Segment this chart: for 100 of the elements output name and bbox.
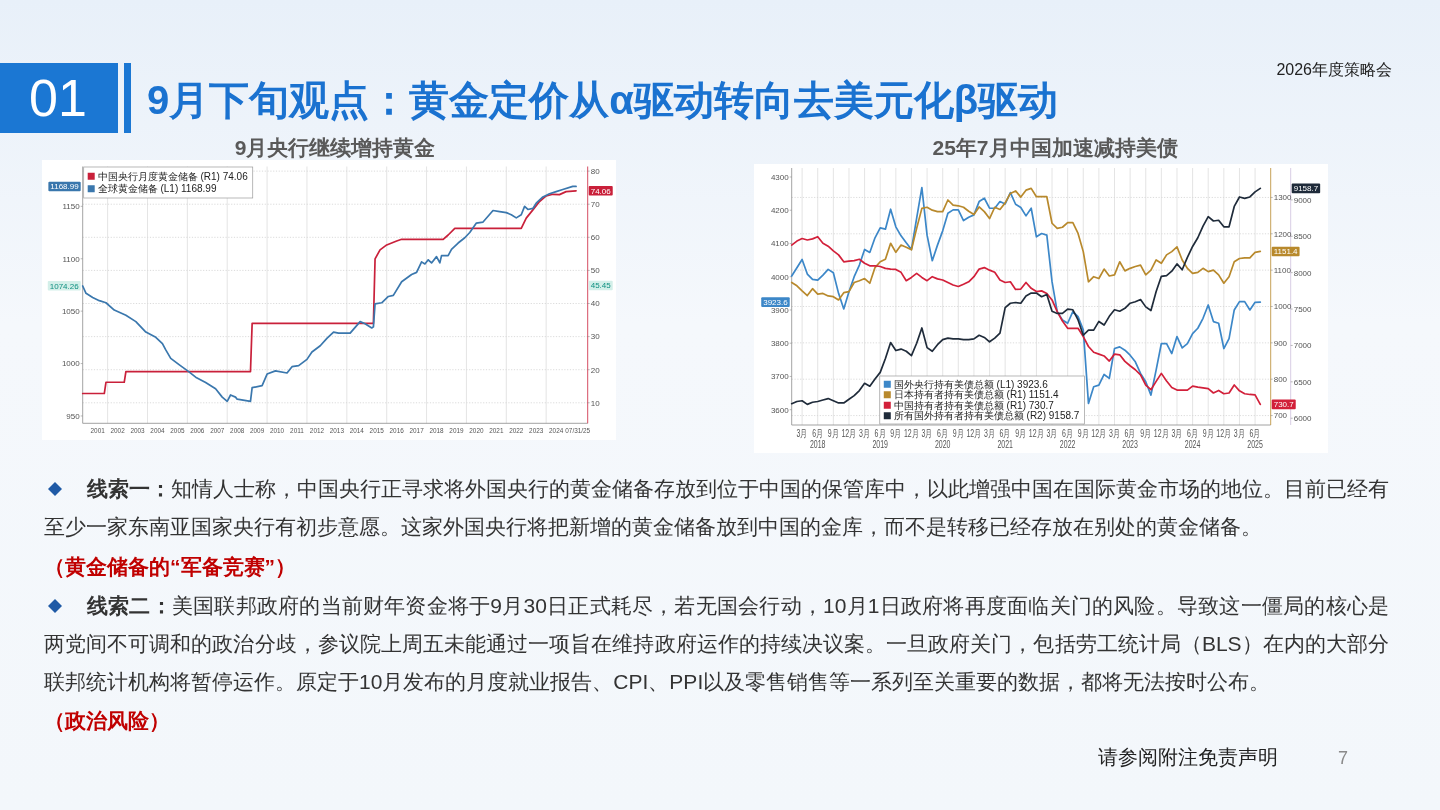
y-tick-label: 4200 bbox=[770, 206, 790, 216]
y3-tick-label: 8000 bbox=[1293, 268, 1313, 278]
y2-tick-label: 800 bbox=[1273, 375, 1288, 385]
y-tick-label: 1050 bbox=[61, 307, 81, 317]
y2-tick-label: 10 bbox=[590, 398, 601, 408]
x-tick-label: 2007 bbox=[210, 425, 225, 436]
y2-tick-label: 50 bbox=[590, 266, 601, 276]
y-tick-label: 1168.99 bbox=[50, 182, 80, 192]
y-tick-label: 3923.6 bbox=[763, 298, 789, 307]
x-tick-label: 3月 bbox=[983, 427, 996, 439]
y2-tick-label: 45.45 bbox=[590, 281, 612, 291]
y-tick-label: 4300 bbox=[770, 172, 790, 182]
y2-tick-label: 1100 bbox=[1273, 266, 1292, 276]
x-tick-label: 6月 2019 bbox=[872, 427, 889, 451]
x-tick-label: 2004 bbox=[150, 425, 165, 436]
y-tick-label: 1074.26 bbox=[49, 281, 80, 291]
x-tick-label: 9月 bbox=[890, 427, 902, 439]
x-tick-label: 12月 bbox=[1153, 427, 1169, 439]
y3-tick-label: 9000 bbox=[1293, 195, 1313, 205]
legend-label: 国外央行持有美债总额 (L1) 3923.6 bbox=[893, 378, 1049, 390]
text: 7 bbox=[1338, 748, 1349, 768]
x-tick-label: 9月 bbox=[1140, 427, 1152, 439]
text: （政治风险） bbox=[44, 709, 170, 732]
y2-tick-label: 1300 bbox=[1273, 193, 1293, 203]
x-tick-label: 3月 bbox=[1233, 427, 1246, 439]
x-tick-label: 9月 bbox=[952, 427, 964, 439]
y-tick-label: 3700 bbox=[770, 372, 790, 382]
x-tick-label: 2002 bbox=[110, 425, 125, 436]
y3-tick-label: 8500 bbox=[1293, 232, 1313, 242]
x-tick-label: 2006 bbox=[190, 425, 205, 436]
x-tick-label: 12月 bbox=[1216, 427, 1232, 439]
legend-label: 中国央行月度黄金储备 (R1) 74.06 bbox=[97, 170, 249, 182]
x-tick-label: 6月 2021 bbox=[997, 427, 1014, 451]
x-tick-label: 9月 bbox=[1077, 427, 1089, 439]
y2-tick-label: 20 bbox=[590, 365, 601, 375]
x-tick-label: 2014 bbox=[349, 425, 364, 436]
x-tick-label: 9月 bbox=[827, 427, 839, 439]
x-tick-label: 2013 bbox=[329, 425, 344, 436]
text: （黄金储备的“军备竞赛”） bbox=[44, 555, 296, 578]
x-tick-label: 2008 bbox=[230, 425, 245, 436]
x-tick-label: 2022 bbox=[509, 425, 524, 436]
x-tick-label: 2010 bbox=[269, 425, 285, 436]
y-tick-label: 4100 bbox=[770, 239, 790, 249]
y2-tick-label: 80 bbox=[590, 167, 601, 177]
x-tick-label: 6月 2023 bbox=[1122, 427, 1139, 451]
y2-tick-label: 30 bbox=[590, 332, 601, 342]
x-tick-label: 6月 2022 bbox=[1059, 427, 1076, 451]
y3-tick-label: 7000 bbox=[1293, 341, 1313, 351]
y2-tick-label: 74.06 bbox=[590, 186, 612, 196]
y2-tick-label: 900 bbox=[1273, 338, 1288, 348]
legend-label: 日本持有者持有美债总额 (R1) 1151.4 bbox=[893, 389, 1060, 401]
x-tick-label: 2024 bbox=[549, 425, 564, 436]
x-tick-label: 2019 bbox=[449, 425, 464, 436]
x-tick-label: 2005 bbox=[170, 425, 185, 436]
y-tick-label: 1150 bbox=[62, 202, 81, 212]
y2-tick-label: 1200 bbox=[1273, 229, 1293, 239]
x-tick-label: 3月 bbox=[921, 427, 933, 439]
x-tick-label: 12月 bbox=[1091, 427, 1107, 439]
y2-tick-label: 1000 bbox=[1273, 302, 1293, 312]
x-tick-label: 2011 bbox=[290, 425, 304, 436]
y-tick-label: 1000 bbox=[61, 359, 81, 369]
y-tick-label: 950 bbox=[66, 411, 81, 421]
x-tick-label: 3月 bbox=[859, 427, 871, 439]
text: 线索一：知情人士称，中国央行正寻求将外国央行的黄金储备存放到位于中国的保管库中，以此增强中国在国际黄金市场的地位。目前已经有至少一家东南亚国家央行有初步意愿。这家外国央行将把新增的黄金储备放到中国的金库，而不是转移已经存放在别处的黄金储备。 bbox=[44, 477, 1389, 538]
chart-title: 9月央行继续增持黄金 bbox=[234, 136, 436, 159]
x-tick-label: 9月 bbox=[1202, 427, 1214, 439]
x-tick-label: 12月 bbox=[903, 427, 919, 439]
x-tick-label: 6月 2025 bbox=[1247, 427, 1264, 451]
x-tick-label: 6月 2020 bbox=[934, 427, 951, 451]
x-tick-label: 2003 bbox=[130, 425, 145, 436]
text: 9月下旬观点：黄金定价从α驱动转向去美元化β驱动 bbox=[147, 78, 1059, 122]
x-tick-label: 3月 bbox=[796, 427, 808, 439]
text: 线索二：美国联邦政府的当前财年资金将于9月30日正式耗尽，若无国会行动，10月1日政府将再度面临关门的风险。导致这一僵局的核心是两党间不可调和的政治分歧，参议院上周五未能通过一项旨在维持政府运作的持续决议案。一旦政府关门，包括劳工统计局（BLS）在内的大部分联邦统计机构将暂停运作。原定于10月发布的月度就业报告、CPI、PPI以及零售销售等一系列至关重要的数据，都将无法按时公布。 bbox=[44, 594, 1390, 693]
y-tick-label: 4000 bbox=[770, 272, 790, 282]
x-tick-label: 2001 bbox=[90, 425, 105, 436]
y-tick-label: 3600 bbox=[770, 405, 790, 415]
legend-label: 所有国外持有者持有美债总额 (R2) 9158.7 bbox=[893, 410, 1080, 422]
x-tick-label: 2018 bbox=[429, 425, 444, 436]
y3-tick-label: 6000 bbox=[1293, 414, 1313, 424]
y3-tick-label: 9158.7 bbox=[1293, 184, 1319, 194]
y2-tick-label: 60 bbox=[590, 233, 601, 243]
x-tick-label: 2017 bbox=[409, 425, 424, 436]
x-tick-label: 2016 bbox=[389, 425, 404, 436]
y-tick-label: 3800 bbox=[770, 339, 790, 349]
x-tick-label: 12月 bbox=[841, 427, 857, 439]
y2-tick-label: 70 bbox=[590, 200, 601, 210]
x-tick-label: 2023 bbox=[529, 425, 544, 436]
x-tick-label: 3月 bbox=[1046, 427, 1058, 439]
x-tick-label: 6月 2024 bbox=[1184, 427, 1201, 451]
y2-tick-label: 40 bbox=[590, 299, 601, 309]
x-tick-label: 2015 bbox=[369, 425, 384, 436]
text: 请参阅附注免责声明 bbox=[1098, 746, 1278, 768]
text: 01 bbox=[29, 69, 87, 127]
x-tick-label: 2009 bbox=[250, 425, 265, 436]
x-tick-label: 12月 bbox=[1028, 427, 1044, 439]
x-tick-label: 2021 bbox=[489, 425, 504, 436]
x-tick-label: 2020 bbox=[469, 425, 484, 436]
line-series bbox=[790, 187, 1262, 301]
legend-label: 中国持有者持有美债总额 (R1) 730.7 bbox=[893, 399, 1055, 411]
x-tick-label: 12月 bbox=[966, 427, 982, 439]
